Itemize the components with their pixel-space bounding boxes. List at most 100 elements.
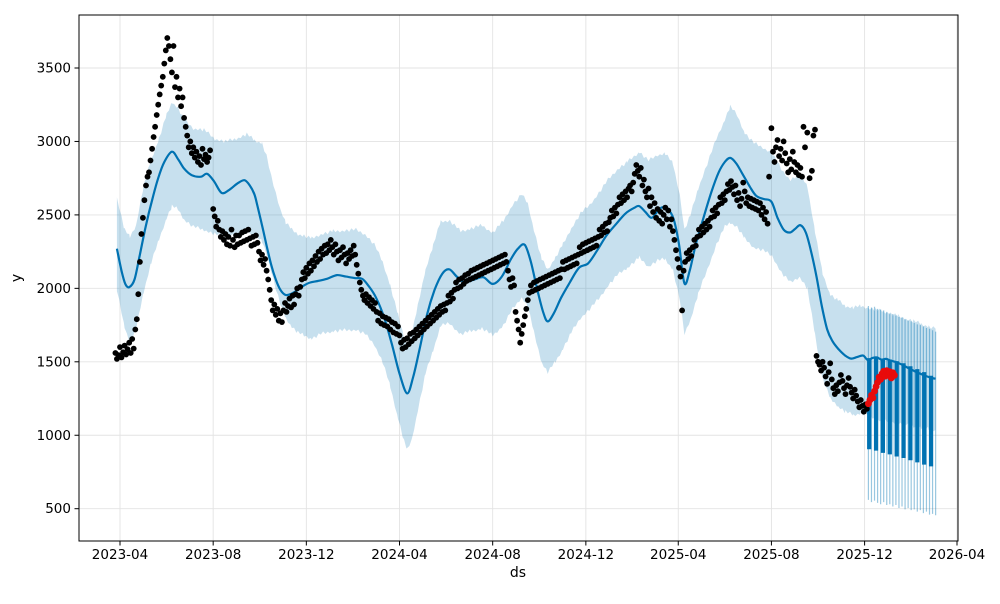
observed-point (851, 386, 858, 393)
y-tick-label: 500 (45, 501, 71, 517)
observed-point (799, 173, 805, 180)
observed-point (245, 226, 252, 233)
observed-point (138, 231, 145, 237)
observed-point (604, 228, 611, 235)
observed-point (779, 157, 785, 164)
observed-point (758, 212, 765, 218)
observed-point (637, 165, 644, 171)
observed-point (303, 264, 310, 271)
observed-point (211, 213, 218, 220)
observed-point (156, 91, 163, 98)
observed-point (824, 380, 831, 387)
y-tick-label: 1000 (37, 428, 71, 444)
observed-point (671, 237, 678, 243)
observed-point (768, 125, 775, 132)
axes: 2023-04 2023-08 2023-12 2024-04 2024-08 2024-… (37, 14, 985, 563)
observed-point (667, 223, 673, 230)
observed-point (268, 297, 275, 303)
observed-point (665, 207, 672, 214)
observed-point (283, 309, 290, 315)
observed-point (740, 179, 747, 186)
observed-point (187, 138, 194, 145)
observed-point (676, 264, 682, 271)
observed-point (644, 194, 650, 201)
observed-point (127, 350, 134, 356)
observed-point (802, 144, 808, 151)
forecast-line-path (115, 150, 936, 395)
x-tick-label: 2023-12 (278, 547, 334, 563)
observed-point (692, 242, 699, 249)
observed-point (804, 129, 811, 136)
observed-point (680, 267, 687, 274)
observed-point (182, 123, 189, 130)
observed-point (839, 378, 846, 384)
observed-point (173, 73, 180, 80)
observed-point (356, 279, 363, 286)
observed-point (185, 144, 192, 151)
observed-point (505, 267, 511, 274)
observed-point (557, 275, 563, 281)
observed-point (450, 295, 456, 302)
observed-point (147, 157, 154, 164)
observed-point (358, 286, 365, 293)
observed-point (673, 247, 679, 254)
observed-point (771, 159, 778, 165)
observed-point (355, 270, 362, 277)
observed-point (133, 316, 140, 323)
observed-point (524, 297, 531, 303)
observed-point (205, 154, 212, 161)
observed-point (645, 185, 652, 192)
observed-point (503, 259, 510, 265)
observed-point (517, 339, 524, 346)
observed-point (668, 216, 675, 223)
recent-observed-point (869, 394, 877, 402)
observed-point (788, 166, 795, 173)
observed-point (734, 197, 740, 204)
y-tick-label: 2500 (37, 207, 71, 223)
observed-point (225, 234, 232, 240)
observed-point (442, 307, 449, 314)
y-tick-label: 2000 (37, 281, 71, 297)
observed-point (650, 209, 656, 215)
observed-point (263, 267, 270, 274)
y-tick-label: 3000 (37, 134, 71, 150)
observed-point (227, 242, 233, 249)
observed-point (340, 244, 346, 251)
observed-point (613, 210, 620, 217)
observed-point (149, 145, 156, 152)
observed-point (764, 220, 771, 227)
observed-point (511, 282, 517, 289)
observed-point (633, 162, 640, 168)
plot-frame (78, 14, 959, 542)
observed-point (731, 191, 737, 198)
observed-point (207, 147, 214, 154)
observed-point (721, 197, 728, 204)
observed-point (260, 261, 267, 268)
observed-point (254, 239, 261, 246)
observed-point (269, 307, 276, 314)
observed-point (782, 150, 789, 157)
observed-point (396, 332, 403, 339)
observed-point (821, 364, 827, 371)
observed-point (786, 156, 793, 163)
observed-point (324, 241, 331, 248)
observed-point (593, 242, 600, 249)
observed-point (651, 200, 658, 207)
observed-point (741, 188, 748, 195)
observed-point (648, 194, 655, 201)
observed-point (191, 154, 198, 161)
observed-point (210, 206, 217, 212)
observed-point (167, 56, 174, 63)
observed-point (797, 165, 804, 171)
observed-point (523, 306, 530, 312)
observed-point (639, 182, 646, 189)
observed-point (776, 153, 782, 160)
observed-point (515, 326, 522, 333)
observed-point (230, 237, 236, 243)
observed-point (266, 286, 273, 293)
observed-point (714, 210, 721, 217)
observed-point (760, 204, 766, 211)
observed-point (169, 69, 175, 76)
observed-point (130, 345, 137, 352)
